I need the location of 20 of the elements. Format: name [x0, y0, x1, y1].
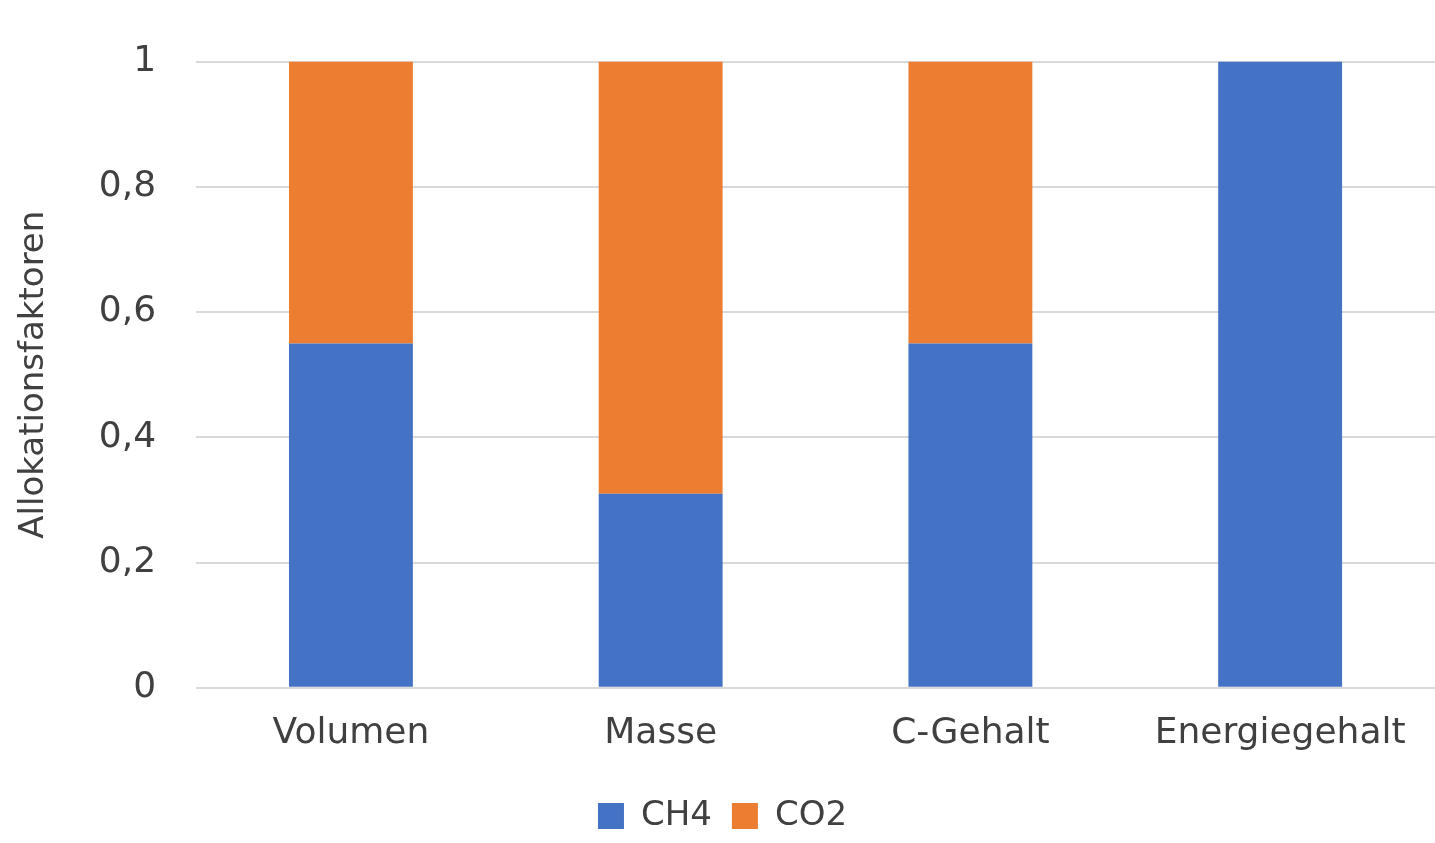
legend-label: CO2	[774, 792, 848, 833]
bar	[908, 343, 1033, 687]
bar	[1218, 61, 1343, 687]
x-tick-label: Masse	[604, 709, 718, 751]
y-tick-label: 0	[133, 664, 157, 706]
legend-label: CH4	[640, 792, 712, 833]
y-tick-label: 0,2	[98, 538, 157, 580]
y-tick-label: 0,4	[98, 413, 157, 455]
bar	[598, 493, 723, 687]
bar	[908, 61, 1033, 344]
y-axis-title: Allokationsfaktoren	[11, 210, 52, 539]
x-tick-label: Energiegehalt	[1154, 709, 1406, 751]
bar	[288, 61, 413, 344]
y-tick-label: 1	[133, 37, 157, 79]
x-tick-label: C-Gehalt	[891, 709, 1050, 751]
x-tick-label: Volumen	[272, 709, 430, 751]
y-tick-label: 0,6	[98, 288, 157, 330]
bar	[598, 61, 723, 494]
y-tick-label: 0,8	[98, 163, 157, 205]
bar	[288, 343, 413, 687]
